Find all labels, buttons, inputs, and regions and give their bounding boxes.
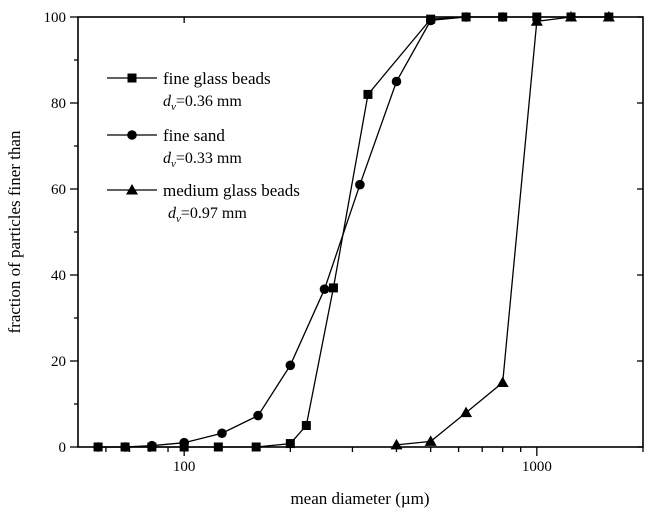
data-point bbox=[93, 442, 103, 452]
data-point bbox=[565, 11, 578, 22]
series-group bbox=[93, 11, 615, 452]
series-line bbox=[98, 16, 503, 448]
y-tick-label: 60 bbox=[51, 182, 66, 198]
x-tick-label: 100 bbox=[173, 459, 196, 475]
data-point bbox=[217, 428, 227, 439]
legend-marker bbox=[126, 184, 138, 195]
y-axis-ticks: 0 20 40 60 80 100 bbox=[44, 10, 643, 456]
legend-size-label: dv=0.36 mm bbox=[163, 93, 242, 113]
data-point bbox=[363, 89, 373, 99]
data-point bbox=[460, 406, 473, 418]
series-line bbox=[98, 16, 609, 448]
data-point bbox=[120, 442, 130, 452]
data-point bbox=[285, 360, 296, 371]
y-tick-label: 0 bbox=[59, 440, 67, 456]
data-point bbox=[355, 179, 365, 190]
legend-size-label: dv=0.33 mm bbox=[163, 150, 242, 170]
data-point bbox=[496, 376, 509, 387]
legend-series-name: fine glass beads bbox=[163, 69, 271, 88]
series-triangle bbox=[390, 11, 615, 450]
data-point bbox=[285, 439, 295, 449]
data-point bbox=[461, 12, 471, 22]
x-axis-label: mean diameter (µm) bbox=[290, 489, 429, 508]
y-tick-label: 20 bbox=[51, 354, 66, 370]
y-tick-label: 100 bbox=[44, 10, 67, 26]
data-point bbox=[328, 283, 338, 293]
series-circle bbox=[93, 12, 508, 452]
data-point bbox=[425, 15, 436, 26]
data-point bbox=[253, 410, 263, 421]
x-axis-ticks: 100 1000 bbox=[105, 17, 644, 475]
legend-marker bbox=[127, 130, 137, 140]
data-point bbox=[251, 442, 261, 452]
y-tick-label: 40 bbox=[51, 268, 66, 284]
data-point bbox=[179, 437, 189, 448]
legend-series-name: fine sand bbox=[163, 126, 225, 145]
data-point bbox=[530, 15, 543, 26]
data-point bbox=[301, 421, 311, 430]
data-point bbox=[602, 11, 615, 22]
legend-series-name: medium glass beads bbox=[163, 181, 300, 200]
data-point bbox=[424, 435, 437, 446]
y-tick-label: 80 bbox=[51, 96, 66, 112]
data-point bbox=[213, 442, 223, 452]
data-point bbox=[497, 12, 508, 22]
y-axis-label: fraction of particles finer than bbox=[5, 130, 24, 333]
legend-size-label: dv=0.97 mm bbox=[168, 205, 247, 225]
data-point bbox=[391, 76, 402, 87]
data-point bbox=[390, 438, 403, 450]
legend: fine glass beads dv=0.36 mm fine sand dv=0.… bbox=[107, 69, 300, 225]
legend-marker bbox=[127, 73, 137, 83]
data-point bbox=[147, 440, 157, 451]
data-point bbox=[319, 284, 330, 294]
x-tick-label: 1000 bbox=[522, 459, 552, 475]
